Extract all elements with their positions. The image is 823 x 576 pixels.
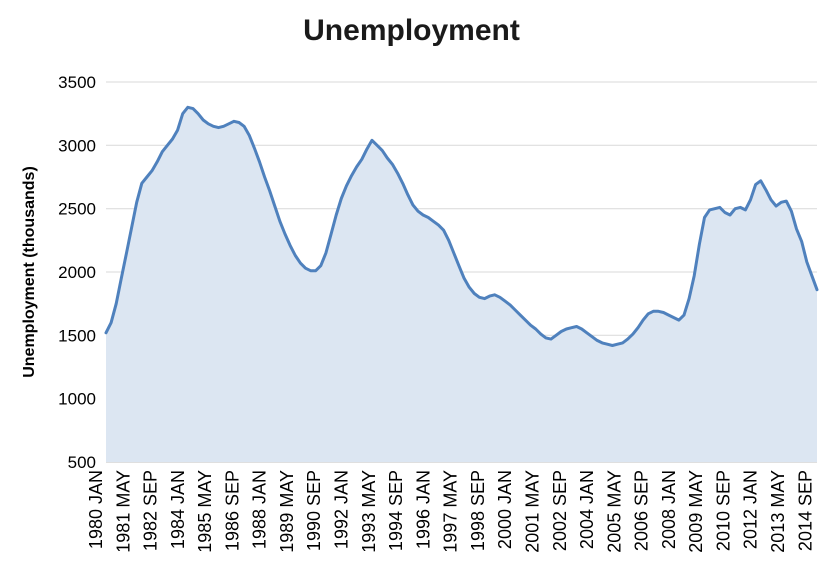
y-tick-label: 1000 xyxy=(58,390,96,409)
x-tick-label: 1982 SEP xyxy=(141,470,161,551)
x-tick-label: 1986 SEP xyxy=(222,470,242,551)
y-tick-label: 1500 xyxy=(58,326,96,345)
x-tick-label: 1981 MAY xyxy=(113,470,133,553)
x-tick-label: 1990 SEP xyxy=(304,470,324,551)
x-tick-label: 1980 JAN xyxy=(86,470,106,549)
x-tick-label: 2009 MAY xyxy=(686,470,706,553)
y-tick-label: 3000 xyxy=(58,136,96,155)
y-tick-label: 3500 xyxy=(58,73,96,92)
y-tick-label: 500 xyxy=(68,453,96,472)
x-tick-label: 1998 SEP xyxy=(468,470,488,551)
x-tick-label: 2012 JAN xyxy=(741,470,761,549)
y-tick-label: 2000 xyxy=(58,263,96,282)
x-tick-label: 2008 JAN xyxy=(659,470,679,549)
x-tick-label: 2001 MAY xyxy=(523,470,543,553)
area-fill xyxy=(106,107,817,463)
x-tick-label: 1989 MAY xyxy=(277,470,297,553)
y-axis-title: Unemployment (thousands) xyxy=(21,166,38,378)
x-tick-label: 2004 JAN xyxy=(577,470,597,549)
x-tick-label: 2014 SEP xyxy=(795,470,815,551)
x-tick-label: 2000 JAN xyxy=(495,470,515,549)
x-tick-label: 2002 SEP xyxy=(550,470,570,551)
x-tick-label: 1997 MAY xyxy=(441,470,461,553)
x-tick-label: 1985 MAY xyxy=(195,470,215,553)
x-tick-label: 1992 JAN xyxy=(332,470,352,549)
x-tick-label: 2006 SEP xyxy=(632,470,652,551)
series-line xyxy=(104,105,819,347)
x-tick-label: 1994 SEP xyxy=(386,470,406,551)
y-tick-label: 2500 xyxy=(58,200,96,219)
x-tick-label: 1988 JAN xyxy=(250,470,270,549)
x-tick-label: 2005 MAY xyxy=(604,470,624,553)
x-tick-label: 1996 JAN xyxy=(413,470,433,549)
x-tick-label: 2013 MAY xyxy=(768,470,788,553)
chart-title: Unemployment xyxy=(303,14,520,47)
x-tick-label: 1993 MAY xyxy=(359,470,379,553)
x-tick-label: 2010 SEP xyxy=(714,470,734,551)
x-tick-label: 1984 JAN xyxy=(168,470,188,549)
